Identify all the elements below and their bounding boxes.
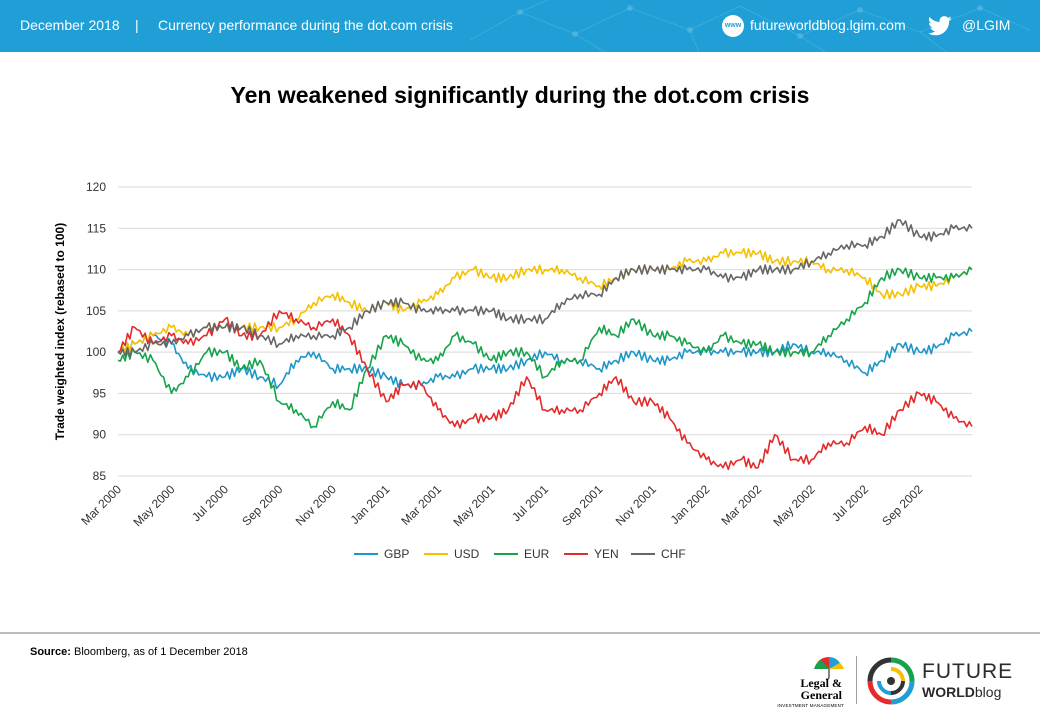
twitter-handle-link[interactable]: @LGIM (962, 17, 1011, 33)
blog-url-link[interactable]: futureworldblog.lgim.com (750, 17, 906, 33)
line-chart: 85 90 95 100 105 110 115 120 Mar 2000 May 2000 Ju… (53, 180, 973, 561)
header-bar: December 2018 | Currency performance dur… (0, 0, 1040, 52)
future-world-subtitle: WORLDblog (922, 684, 1001, 700)
header-separator: | (135, 17, 139, 33)
lg-sub-text: INVESTMENT MANAGEMENT (777, 703, 844, 708)
x-tick-label: Mar 2001 (398, 482, 444, 528)
y-tick-label: 95 (93, 386, 107, 400)
series-line-gbp (117, 327, 973, 391)
y-tick-label: 115 (87, 221, 106, 235)
umbrella-icon (814, 657, 844, 680)
future-world-title: FUTURE (922, 660, 1014, 683)
x-tick-label: May 2002 (771, 482, 818, 529)
legend-label-yen: YEN (594, 547, 619, 561)
x-tick-label: Jul 2001 (509, 482, 551, 524)
x-tick-label: Sep 2001 (559, 482, 605, 528)
series-line-chf (117, 219, 973, 358)
y-axis-label: Trade weighted index (rebased to 100) (53, 223, 67, 440)
globe-icon: www (722, 15, 744, 37)
legend-label-gbp: GBP (384, 547, 409, 561)
twitter-icon[interactable] (928, 15, 952, 37)
series-line-yen (117, 310, 973, 471)
y-tick-label: 85 (93, 469, 107, 483)
y-tick-label: 120 (86, 180, 106, 194)
y-axis-ticks: 85 90 95 100 105 110 115 120 (86, 180, 106, 483)
y-tick-label: 100 (86, 345, 106, 359)
legend-label-chf: CHF (661, 547, 686, 561)
x-tick-label: May 2001 (450, 482, 497, 529)
x-tick-label: May 2000 (130, 482, 177, 529)
legend-label-usd: USD (454, 547, 480, 561)
footer-divider (0, 632, 1040, 634)
x-tick-label: Sep 2002 (879, 482, 925, 528)
gridlines (118, 186, 972, 477)
source-label: Source: (30, 646, 71, 658)
series-line-eur (117, 266, 973, 429)
chart-title: Yen weakened significantly during the do… (230, 82, 810, 108)
series-line-usd (117, 247, 973, 354)
x-tick-label: Jan 2001 (348, 482, 393, 527)
fw-sub-bold: WORLD (922, 684, 975, 700)
fw-sub-rest: blog (974, 684, 1002, 700)
x-axis-ticks: Mar 2000 May 2000 Jul 2000 Sep 2000 Nov 2000… (78, 482, 925, 529)
series-lines (117, 219, 973, 471)
legend-label-eur: EUR (524, 547, 550, 561)
logo-divider (856, 656, 857, 704)
x-tick-label: Jan 2002 (668, 482, 713, 527)
x-tick-label: Mar 2002 (718, 482, 764, 528)
x-tick-label: Sep 2000 (239, 482, 285, 528)
lg-name-line-2: General (800, 688, 842, 702)
header-subtitle: Currency performance during the dot.com … (158, 17, 453, 33)
legend: GBP USD EUR YEN CHF (354, 547, 686, 561)
header-date: December 2018 (20, 17, 120, 33)
y-tick-label: 90 (93, 428, 107, 442)
y-tick-label: 105 (86, 304, 106, 318)
lg-name-line-1: Legal & (800, 676, 842, 690)
source-note: Source: Bloomberg, as of 1 December 2018 (30, 646, 248, 658)
legal-general-wordmark: Legal & General (762, 677, 842, 701)
x-tick-label: Mar 2000 (78, 482, 124, 528)
future-world-circle-icon (867, 657, 915, 705)
source-text: Bloomberg, as of 1 December 2018 (74, 646, 248, 658)
x-tick-label: Jul 2002 (829, 482, 871, 524)
x-tick-label: Nov 2000 (293, 482, 339, 528)
legal-general-logo: Legal & General INVESTMENT MANAGEMENT (762, 655, 848, 709)
y-tick-label: 110 (87, 263, 106, 277)
x-tick-label: Nov 2001 (613, 482, 659, 528)
x-tick-label: Jul 2000 (189, 482, 231, 524)
